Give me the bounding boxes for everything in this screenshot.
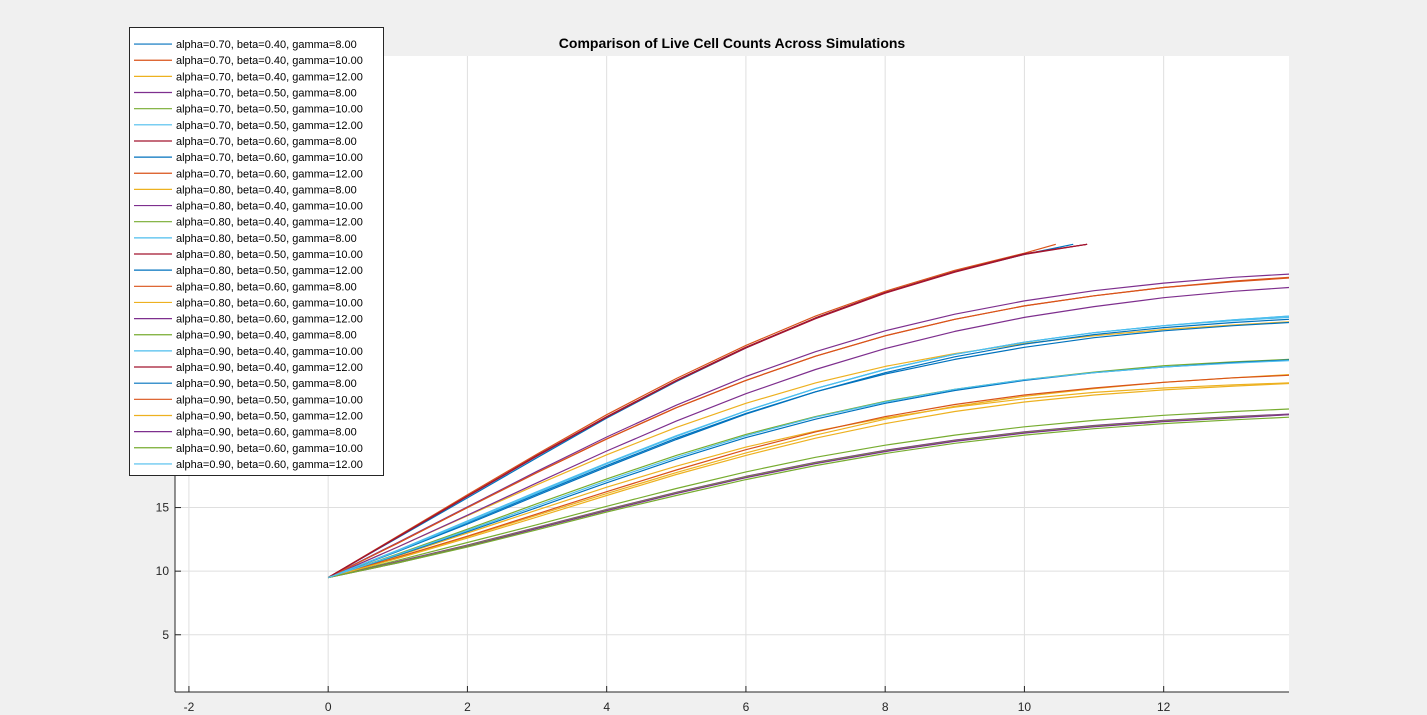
legend-entry[interactable]: alpha=0.80, beta=0.50, gamma=8.00 <box>134 233 357 245</box>
legend-entry[interactable]: alpha=0.90, beta=0.50, gamma=8.00 <box>134 378 357 390</box>
legend-label: alpha=0.80, beta=0.40, gamma=10.00 <box>176 201 363 213</box>
x-tick-label: 12 <box>1157 700 1171 714</box>
legend-label: alpha=0.70, beta=0.60, gamma=12.00 <box>176 168 363 180</box>
y-tick-label: 10 <box>156 564 170 578</box>
legend-label: alpha=0.90, beta=0.40, gamma=12.00 <box>176 362 363 374</box>
series-line-20 <box>327 315 1289 579</box>
series-line-27 <box>328 360 1289 579</box>
series-line-21 <box>327 243 1088 579</box>
legend[interactable]: alpha=0.70, beta=0.40, gamma=8.00 alpha=0… <box>129 27 384 476</box>
legend-label: alpha=0.70, beta=0.50, gamma=10.00 <box>176 104 363 116</box>
x-tick-label: 2 <box>464 700 471 714</box>
y-tick-label: 15 <box>156 501 170 515</box>
legend-label: alpha=0.90, beta=0.60, gamma=12.00 <box>176 459 363 471</box>
legend-entry[interactable]: alpha=0.90, beta=0.50, gamma=12.00 <box>134 410 363 422</box>
legend-entry[interactable]: alpha=0.80, beta=0.60, gamma=10.00 <box>134 297 363 309</box>
legend-box <box>129 27 384 476</box>
legend-entry[interactable]: alpha=0.80, beta=0.40, gamma=8.00 <box>134 184 357 196</box>
series-line-4 <box>327 286 1289 579</box>
legend-entry[interactable]: alpha=0.70, beta=0.40, gamma=10.00 <box>134 55 363 67</box>
series-line-12 <box>328 408 1289 579</box>
legend-entry[interactable]: alpha=0.70, beta=0.60, gamma=8.00 <box>134 136 357 148</box>
legend-entry[interactable]: alpha=0.90, beta=0.60, gamma=12.00 <box>134 459 363 471</box>
legend-label: alpha=0.80, beta=0.60, gamma=12.00 <box>176 314 363 326</box>
legend-label: alpha=0.70, beta=0.60, gamma=8.00 <box>176 136 357 148</box>
series-line-3 <box>327 321 1289 579</box>
legend-label: alpha=0.90, beta=0.50, gamma=10.00 <box>176 394 363 406</box>
chart-title: Comparison of Live Cell Counts Across Si… <box>559 35 906 51</box>
legend-entry[interactable]: alpha=0.90, beta=0.40, gamma=12.00 <box>134 362 363 374</box>
legend-entry[interactable]: alpha=0.80, beta=0.50, gamma=12.00 <box>134 265 363 277</box>
series-line-2 <box>327 243 1056 579</box>
legend-entry[interactable]: alpha=0.90, beta=0.40, gamma=8.00 <box>134 330 357 342</box>
legend-label: alpha=0.80, beta=0.50, gamma=12.00 <box>176 265 363 277</box>
series-line-11 <box>327 273 1289 579</box>
legend-label: alpha=0.80, beta=0.50, gamma=10.00 <box>176 249 363 261</box>
legend-entry[interactable]: alpha=0.70, beta=0.50, gamma=8.00 <box>134 88 357 100</box>
legend-entry[interactable]: alpha=0.70, beta=0.50, gamma=12.00 <box>134 120 363 132</box>
series-line-23 <box>328 374 1289 579</box>
legend-label: alpha=0.90, beta=0.50, gamma=12.00 <box>176 410 363 422</box>
x-tick-label: 6 <box>743 700 750 714</box>
legend-label: alpha=0.80, beta=0.60, gamma=10.00 <box>176 297 363 309</box>
legend-label: alpha=0.80, beta=0.40, gamma=12.00 <box>176 217 363 229</box>
legend-label: alpha=0.90, beta=0.50, gamma=8.00 <box>176 378 357 390</box>
legend-entry[interactable]: alpha=0.90, beta=0.50, gamma=10.00 <box>134 394 363 406</box>
legend-label: alpha=0.70, beta=0.40, gamma=8.00 <box>176 39 357 51</box>
legend-label: alpha=0.90, beta=0.60, gamma=8.00 <box>176 427 357 439</box>
legend-entry[interactable]: alpha=0.80, beta=0.60, gamma=12.00 <box>134 314 363 326</box>
y-axis-ticks: 5 10 15 <box>156 501 181 642</box>
legend-label: alpha=0.80, beta=0.50, gamma=8.00 <box>176 233 357 245</box>
legend-entry[interactable]: alpha=0.90, beta=0.60, gamma=10.00 <box>134 443 363 455</box>
legend-label: alpha=0.70, beta=0.50, gamma=12.00 <box>176 120 363 132</box>
legend-entry[interactable]: alpha=0.70, beta=0.50, gamma=10.00 <box>134 104 363 116</box>
x-axis-ticks: -2 0 2 4 6 8 10 12 <box>184 686 1171 714</box>
x-tick-label: 0 <box>325 700 332 714</box>
legend-label: alpha=0.90, beta=0.60, gamma=10.00 <box>176 443 363 455</box>
legend-label: alpha=0.70, beta=0.60, gamma=10.00 <box>176 152 363 164</box>
legend-entry[interactable]: alpha=0.80, beta=0.40, gamma=10.00 <box>134 201 363 213</box>
legend-entry[interactable]: alpha=0.90, beta=0.40, gamma=10.00 <box>134 346 363 358</box>
legend-entry[interactable]: alpha=0.70, beta=0.40, gamma=12.00 <box>134 71 363 83</box>
legend-entry[interactable]: alpha=0.80, beta=0.60, gamma=8.00 <box>134 281 357 293</box>
x-tick-label: 8 <box>882 700 889 714</box>
x-tick-label: 4 <box>603 700 610 714</box>
series-line-24 <box>328 382 1289 579</box>
y-tick-label: 5 <box>162 628 169 642</box>
legend-label: alpha=0.90, beta=0.40, gamma=8.00 <box>176 330 357 342</box>
legend-entry[interactable]: alpha=0.90, beta=0.60, gamma=8.00 <box>134 427 357 439</box>
legend-label: alpha=0.70, beta=0.40, gamma=10.00 <box>176 55 363 67</box>
legend-entry[interactable]: alpha=0.80, beta=0.50, gamma=10.00 <box>134 249 363 261</box>
legend-entry[interactable]: alpha=0.80, beta=0.40, gamma=12.00 <box>134 217 363 229</box>
legend-entry[interactable]: alpha=0.70, beta=0.60, gamma=10.00 <box>134 152 363 164</box>
legend-label: alpha=0.80, beta=0.40, gamma=8.00 <box>176 184 357 196</box>
series-line-15 <box>327 318 1289 579</box>
series-line-16 <box>327 277 1289 579</box>
legend-label: alpha=0.80, beta=0.60, gamma=8.00 <box>176 281 357 293</box>
x-tick-label: -2 <box>184 700 195 714</box>
legend-label: alpha=0.90, beta=0.40, gamma=10.00 <box>176 346 363 358</box>
x-tick-label: 10 <box>1018 700 1032 714</box>
legend-entry[interactable]: alpha=0.70, beta=0.40, gamma=8.00 <box>134 39 357 51</box>
legend-label: alpha=0.70, beta=0.50, gamma=8.00 <box>176 88 357 100</box>
series-line-25 <box>328 414 1289 579</box>
series-group <box>327 243 1289 579</box>
series-line-10 <box>328 382 1289 579</box>
legend-label: alpha=0.70, beta=0.40, gamma=12.00 <box>176 71 363 83</box>
series-line-26 <box>328 416 1289 579</box>
legend-entry[interactable]: alpha=0.70, beta=0.60, gamma=12.00 <box>134 168 363 180</box>
